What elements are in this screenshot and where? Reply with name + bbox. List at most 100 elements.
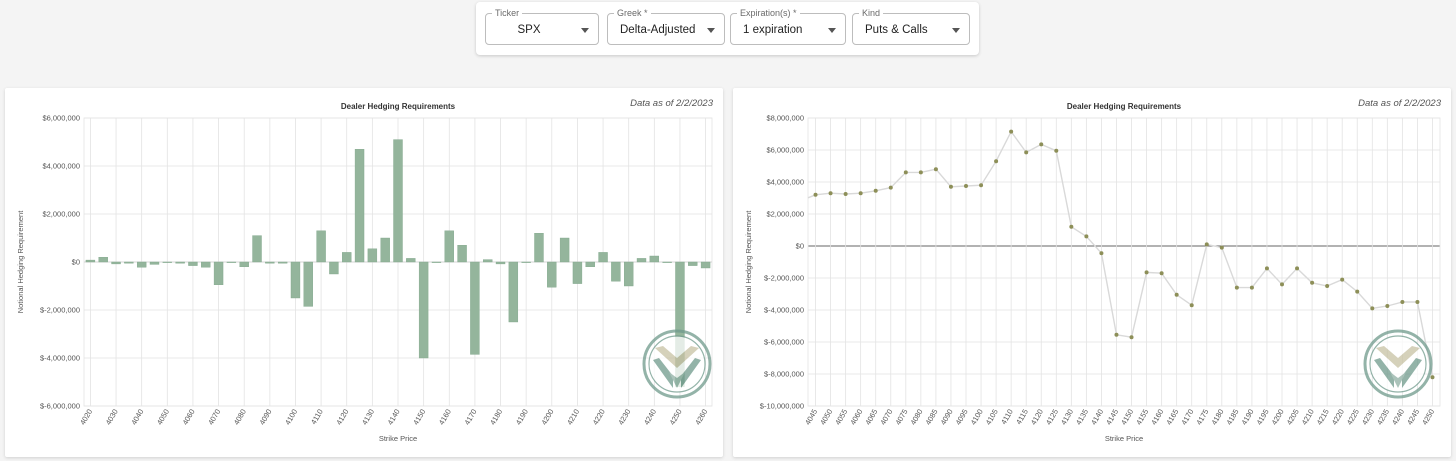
bar	[213, 261, 224, 285]
bar	[85, 259, 96, 263]
x-tick-label: 4120	[334, 408, 350, 427]
bar	[483, 259, 493, 263]
data-point	[1430, 375, 1435, 380]
x-tick-label: 4160	[437, 408, 453, 427]
kind-select[interactable]: Kind Puts & Calls	[852, 8, 970, 45]
chart-title: Dealer Hedging Requirements	[341, 102, 456, 111]
data-point	[1189, 303, 1194, 308]
bar	[149, 261, 160, 265]
bar	[572, 261, 583, 284]
y-tick-label: $-6,000,000	[764, 338, 804, 347]
line-chart: Dealer Hedging Requirements Data as of 2/…	[744, 98, 1442, 443]
data-point	[843, 192, 848, 196]
x-tick-label: 4200	[1270, 408, 1286, 427]
bar	[98, 256, 108, 263]
x-tick-label: 4045	[803, 408, 819, 427]
data-point	[1204, 242, 1209, 247]
x-tick-label: 4240	[1390, 408, 1406, 427]
bar	[547, 261, 557, 288]
bar	[342, 252, 352, 263]
expiration-label: Expiration(s) *	[737, 8, 800, 18]
line-chart-panel: Dealer Hedging Requirements Data as of 2/…	[733, 88, 1451, 457]
data-point	[1114, 332, 1119, 337]
x-tick-label: 4240	[642, 408, 658, 427]
expiration-value: 1 expiration	[743, 24, 803, 36]
x-tick-label: 4105	[984, 408, 1000, 427]
bar	[188, 261, 198, 266]
bar	[201, 261, 211, 268]
x-tick-label: 4195	[1255, 408, 1271, 427]
bar	[316, 230, 326, 263]
y-tick-label: $2,000,000	[766, 210, 804, 219]
data-point	[1385, 304, 1390, 308]
data-point	[1295, 266, 1300, 271]
x-tick-label: 4140	[386, 408, 402, 427]
expiration-select[interactable]: Expiration(s) * 1 expiration	[730, 8, 846, 45]
bar	[636, 258, 647, 263]
y-tick-label: $-8,000,000	[764, 370, 804, 379]
x-tick-label: 4090	[257, 408, 273, 427]
x-tick-label: 4215	[1315, 408, 1331, 427]
x-tick-label: 4100	[969, 408, 985, 427]
bar	[444, 230, 454, 263]
x-tick-label: 4230	[1360, 408, 1376, 427]
chevron-down-icon	[707, 28, 715, 33]
x-tick-label: 4160	[1149, 408, 1165, 427]
data-point	[933, 167, 938, 172]
data-point	[813, 192, 818, 197]
bar	[418, 261, 429, 359]
x-tick-label: 4080	[908, 408, 924, 427]
x-tick-label: 4245	[1405, 408, 1421, 427]
x-tick-label: 4260	[693, 408, 709, 427]
x-tick-label: 4180	[488, 408, 504, 427]
bar	[508, 261, 519, 323]
bar-chart-panel: Dealer Hedging Requirements Data as of 2/…	[5, 88, 723, 457]
greek-select[interactable]: Greek * Delta-Adjusted G...	[607, 8, 725, 45]
x-tick-label: 4170	[1179, 408, 1195, 427]
x-tick-label: 4020	[78, 408, 94, 427]
bar	[431, 261, 442, 263]
bar	[367, 248, 378, 263]
chevron-down-icon	[828, 28, 836, 33]
bar	[265, 261, 275, 264]
x-axis-label: Strike Price	[379, 434, 417, 443]
watermark-logo	[1363, 329, 1433, 399]
x-tick-label: 4070	[206, 408, 222, 427]
x-tick-label: 4165	[1164, 408, 1180, 427]
bar	[534, 232, 544, 263]
bar	[226, 261, 237, 263]
x-tick-label: 4190	[1239, 408, 1255, 427]
data-point	[1219, 245, 1224, 250]
y-tick-label: $8,000,000	[766, 114, 804, 123]
y-tick-label: $4,000,000	[766, 178, 804, 187]
data-point	[1069, 224, 1074, 229]
y-axis-label: Notional Hedging Requirement	[744, 210, 753, 313]
bar	[470, 261, 480, 355]
x-tick-label: 4225	[1345, 408, 1361, 427]
x-tick-label: 4050	[155, 408, 171, 427]
chart-title: Dealer Hedging Requirements	[1067, 102, 1182, 111]
bar	[136, 261, 147, 268]
bar	[611, 261, 621, 282]
data-point	[1325, 284, 1330, 288]
y-tick-label: $4,000,000	[42, 162, 80, 171]
bar	[700, 261, 711, 269]
bar	[662, 261, 672, 263]
y-axis-label: Notional Hedging Requirement	[16, 210, 25, 313]
x-tick-label: 4070	[878, 408, 894, 427]
data-point	[873, 188, 878, 193]
bar	[495, 261, 506, 265]
data-point	[1310, 280, 1315, 285]
y-tick-label: $-6,000,000	[40, 402, 80, 411]
data-point	[1234, 285, 1239, 290]
x-tick-label: 4250	[668, 408, 684, 427]
x-tick-label: 4250	[1420, 408, 1436, 427]
ticker-select[interactable]: Ticker SPX	[485, 8, 599, 45]
x-tick-label: 4050	[818, 408, 834, 427]
x-tick-label: 4150	[411, 408, 427, 427]
x-tick-label: 4115	[1014, 408, 1030, 426]
bar	[380, 237, 390, 263]
bar	[239, 261, 249, 268]
data-point	[888, 185, 893, 190]
data-point	[1129, 335, 1134, 340]
